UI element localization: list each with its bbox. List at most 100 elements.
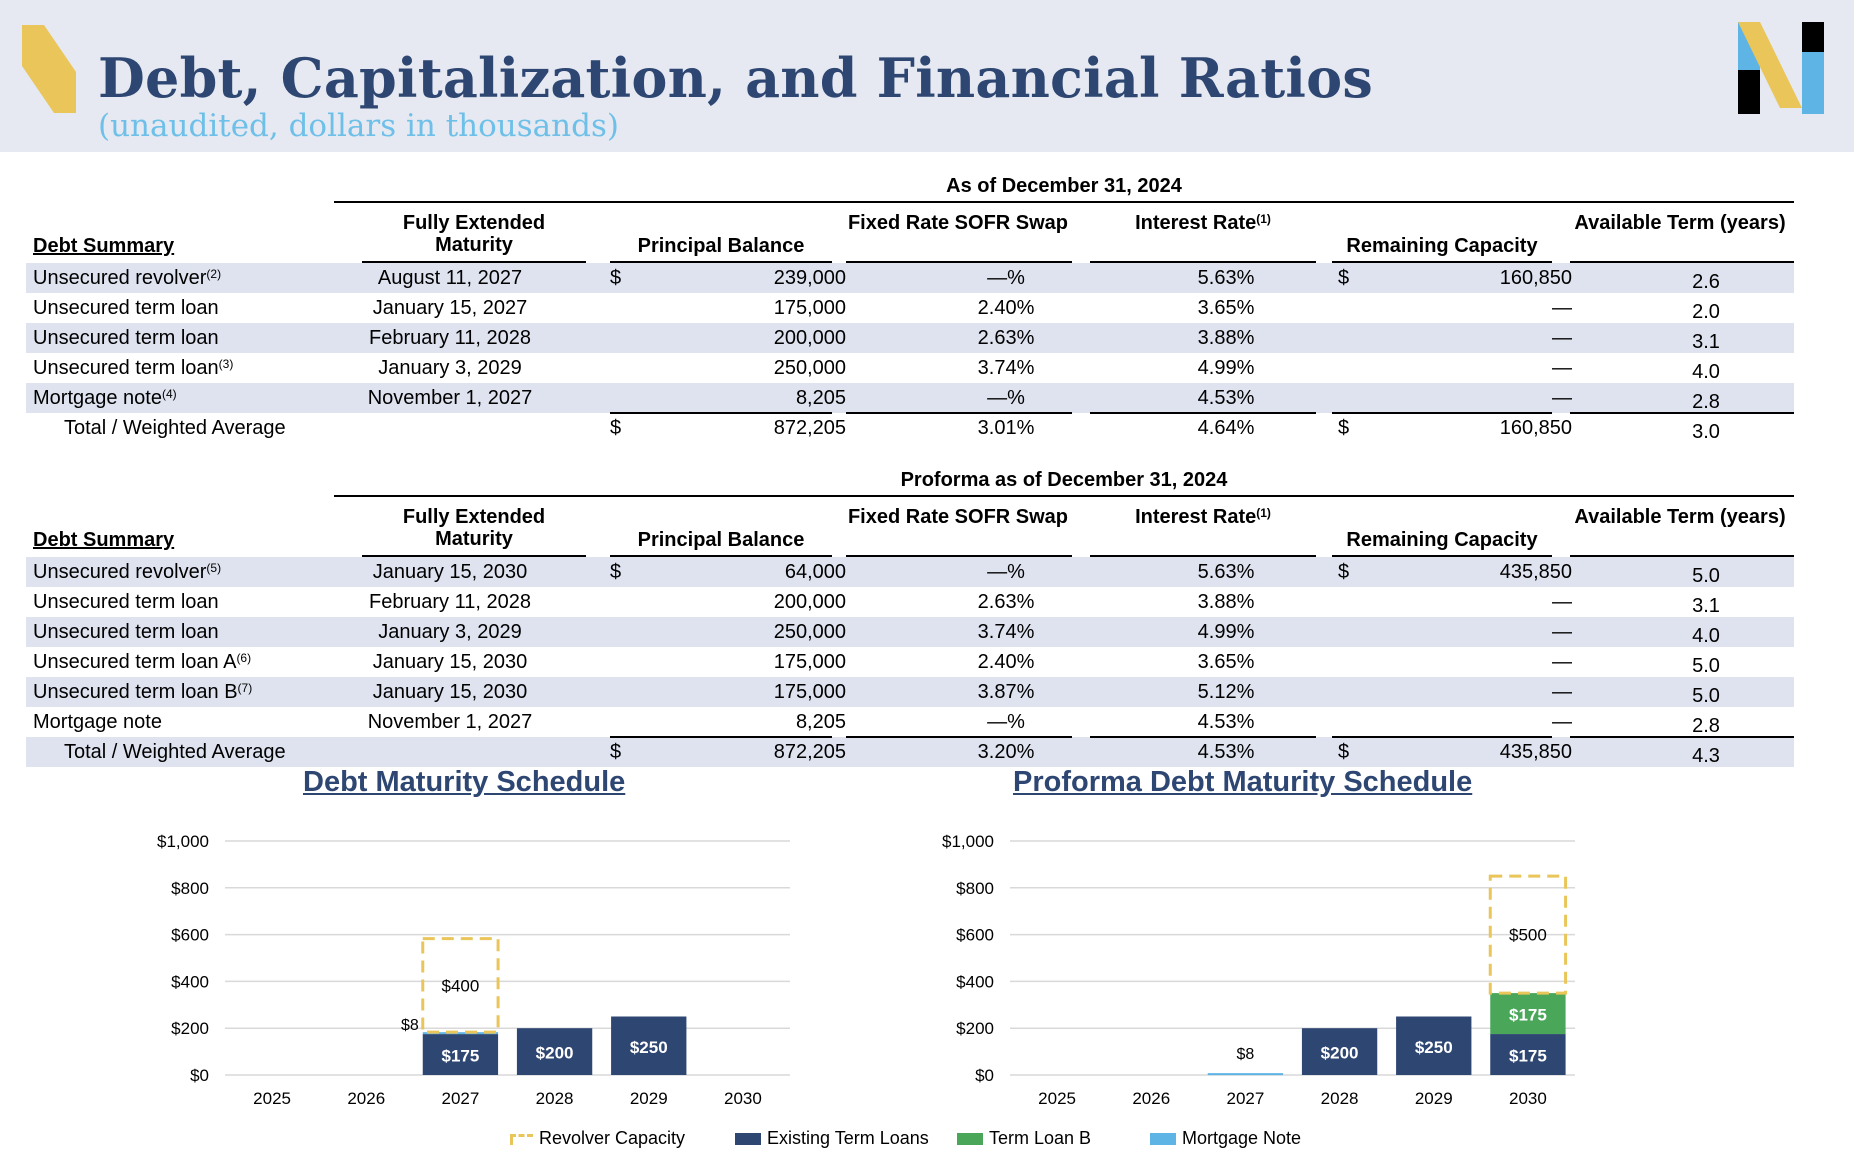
x-tick-label: 2027 <box>1227 1089 1265 1108</box>
y-tick-label: $0 <box>190 1066 209 1085</box>
row-label: Unsecured revolver(5) <box>33 561 221 584</box>
y-tick-label: $1,000 <box>157 832 209 851</box>
col-header-fixed-rate: Fixed Rate SOFR Swap <box>847 212 1069 234</box>
y-tick-label: $200 <box>171 1019 209 1038</box>
header-rule <box>1570 555 1794 557</box>
legend-item: Term Loan B <box>957 1128 1091 1149</box>
data-label: $175 <box>1509 1006 1547 1025</box>
chart-proforma-debt-maturity: $0 $200 $400 $600 $800 $1,000 2025 2026 2027 $8 20… <box>942 832 1575 1108</box>
header-rule <box>846 555 1072 557</box>
fixed-rate-cell: 3.74% <box>977 621 1035 643</box>
row-label: Unsecured revolver(2) <box>33 267 221 290</box>
footnote-marker: (7) <box>237 681 253 695</box>
col-header-principal: Principal Balance <box>637 529 805 551</box>
term-cell: 3.1 <box>1692 331 1720 353</box>
footnote-marker: (6) <box>236 651 252 665</box>
interest-cell: 5.63% <box>1197 561 1255 583</box>
data-label: $175 <box>442 1047 480 1066</box>
fixed-rate-cell: —% <box>987 561 1025 583</box>
data-label: $200 <box>1321 1044 1359 1063</box>
row-label: Unsecured term loan <box>33 297 219 320</box>
row-label-text: Unsecured revolver <box>33 561 207 583</box>
principal-cell: 8,205 <box>795 711 846 733</box>
total-rule <box>1570 736 1794 738</box>
total-rule <box>1090 412 1316 414</box>
row-label: Unsecured term loan(3) <box>33 357 233 380</box>
footnote-marker: (1) <box>1256 506 1271 520</box>
y-tick-label: $600 <box>956 926 994 945</box>
interest-cell: 3.65% <box>1197 651 1255 673</box>
fixed-rate-cell: 2.40% <box>977 651 1035 673</box>
row-label-text: Total / Weighted Average <box>64 417 286 439</box>
chart-title-current: Debt Maturity Schedule <box>303 766 626 798</box>
table-row: Unsecured term loan February 11, 2028 200,… <box>26 587 1794 617</box>
row-label: Unsecured term loan <box>33 621 219 644</box>
y-tick-label: $1,000 <box>942 832 994 851</box>
term-cell: 5.0 <box>1692 655 1720 677</box>
interest-cell: 3.88% <box>1197 327 1255 349</box>
principal-cell: 175,000 <box>773 297 846 319</box>
data-label: $250 <box>1415 1038 1453 1057</box>
header-rule <box>1570 261 1794 263</box>
total-row: Total / Weighted Average $872,205 3.01% 4.6… <box>26 413 1794 443</box>
term-cell: 2.6 <box>1692 271 1720 293</box>
table-row: Unsecured term loan February 11, 2028 200,… <box>26 323 1794 353</box>
total-rule <box>846 412 1072 414</box>
bar-revolver-capacity <box>1488 874 1568 995</box>
row-label: Total / Weighted Average <box>64 417 286 440</box>
footnote-marker: (4) <box>161 387 177 401</box>
principal-cell: 200,000 <box>773 591 846 613</box>
row-label-text: Unsecured term loan <box>33 297 219 319</box>
header-rule <box>362 261 586 263</box>
capacity-cell: — <box>1552 387 1572 409</box>
y-tick-label: $800 <box>171 879 209 898</box>
principal-cell: 872,205 <box>773 417 846 439</box>
currency-symbol: $ <box>610 417 622 439</box>
term-cell: 3.1 <box>1692 595 1720 617</box>
heading-rule <box>334 201 1794 203</box>
data-label: $200 <box>536 1044 574 1063</box>
term-cell: 2.8 <box>1692 715 1720 737</box>
data-label: $400 <box>442 976 480 995</box>
x-tick-label: 2028 <box>536 1089 574 1108</box>
fixed-rate-cell: 3.87% <box>977 681 1035 703</box>
x-tick-label: 2026 <box>1132 1089 1170 1108</box>
footnote-marker: (1) <box>1256 212 1271 226</box>
col-header-term: Available Term (years) <box>1574 212 1786 234</box>
capacity-cell: — <box>1552 327 1572 349</box>
term-cell: 2.0 <box>1692 301 1720 323</box>
footnote-marker: (3) <box>218 357 234 371</box>
total-row: Total / Weighted Average $872,205 3.20% 4.5… <box>26 737 1794 767</box>
footnote-marker: (5) <box>206 561 222 575</box>
principal-cell: 200,000 <box>773 327 846 349</box>
bar-existing-term-loans <box>1396 1016 1472 1075</box>
fixed-rate-cell: 3.74% <box>977 357 1035 379</box>
bar-mortgage-note <box>422 1032 499 1035</box>
header-rule <box>610 555 832 557</box>
x-tick-label: 2030 <box>1509 1089 1547 1108</box>
chevron-icon <box>22 25 76 113</box>
capacity-cell: 435,850 <box>1499 561 1572 583</box>
x-tick-label: 2029 <box>1415 1089 1453 1108</box>
y-tick-label: $600 <box>171 926 209 945</box>
total-rule <box>1332 736 1552 738</box>
principal-cell: 64,000 <box>784 561 846 583</box>
legend-swatch <box>735 1133 761 1146</box>
principal-cell: 250,000 <box>773 357 846 379</box>
interest-cell: 5.12% <box>1197 681 1255 703</box>
row-label: Unsecured term loan A(6) <box>33 651 251 674</box>
principal-cell: 250,000 <box>773 621 846 643</box>
legend-item: Existing Term Loans <box>735 1128 929 1149</box>
row-label-text: Mortgage note <box>33 711 162 733</box>
capacity-cell: 160,850 <box>1499 417 1572 439</box>
table-row: Unsecured term loan(3) January 3, 2029 250… <box>26 353 1794 383</box>
interest-cell: 5.63% <box>1197 267 1255 289</box>
capacity-cell: — <box>1552 621 1572 643</box>
col-header-debt-summary: Debt Summary <box>33 235 175 257</box>
col-header-interest-label: Interest Rate <box>1135 506 1257 528</box>
table-row: Unsecured term loan January 15, 2027 175,0… <box>26 293 1794 323</box>
bar-existing-term-loans <box>1490 1034 1566 1075</box>
fixed-rate-cell: 3.20% <box>977 741 1035 763</box>
total-rule <box>1332 412 1552 414</box>
currency-symbol: $ <box>610 561 622 583</box>
